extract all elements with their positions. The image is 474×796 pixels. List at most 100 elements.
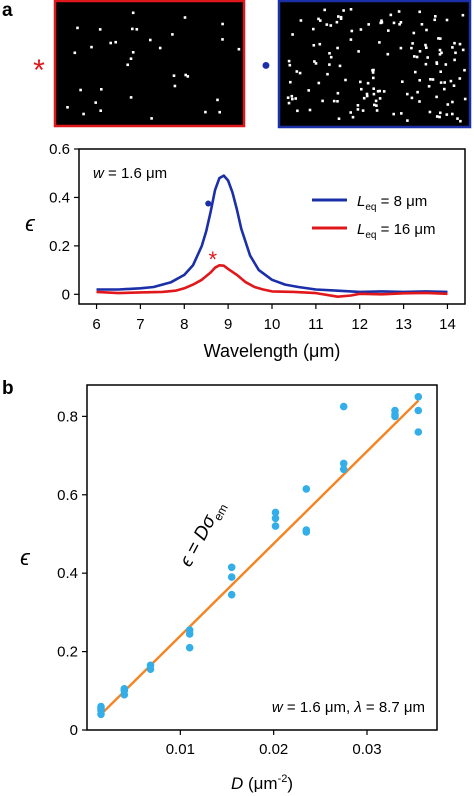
- scatter-y-tick-label: 0: [70, 722, 78, 739]
- sparse-dot: [204, 110, 207, 114]
- legend-leq16-main: L: [357, 221, 365, 238]
- dense-dot: [359, 80, 362, 84]
- dense-dot: [339, 15, 343, 19]
- dense-dot: [357, 50, 360, 53]
- dense-dot: [431, 78, 435, 81]
- dense-dot: [319, 19, 322, 22]
- dense-dot: [294, 97, 297, 100]
- sparse-dot: [129, 57, 133, 60]
- dense-dot: [317, 81, 321, 85]
- sparse-dot: [131, 11, 135, 15]
- dense-dot: [299, 19, 303, 22]
- scatter-point: [146, 661, 155, 670]
- dense-dot: [291, 97, 294, 101]
- sparse-dot: [66, 106, 69, 109]
- scatter-y-tick-label: 0.8: [57, 408, 78, 425]
- dense-dot: [414, 70, 417, 74]
- scatter-y-tick-label: 0.2: [57, 644, 78, 661]
- dense-dot: [312, 27, 315, 31]
- dense-dot: [288, 63, 292, 67]
- dense-dot: [350, 29, 354, 33]
- dense-dot: [372, 87, 375, 90]
- dense-dot: [461, 48, 465, 52]
- dense-dot: [321, 99, 324, 103]
- scatter-x-tick-label: 0.02: [259, 741, 288, 758]
- dense-dot: [389, 13, 393, 17]
- sparse-dot: [237, 47, 241, 51]
- sparse-dot: [149, 38, 152, 42]
- scatter-point: [339, 459, 348, 468]
- dense-dot: [362, 96, 366, 100]
- dense-dot: [380, 21, 384, 24]
- dense-dot: [351, 115, 355, 119]
- sparse-dot: [172, 74, 176, 77]
- dense-dot: [356, 104, 360, 107]
- legend-label-leq8: Leq = 8 μm: [357, 193, 427, 213]
- sparse-dot: [109, 41, 112, 45]
- spectrum-y-tick-label: 0: [62, 286, 70, 303]
- dense-dot: [317, 17, 320, 21]
- scatter-point: [271, 522, 280, 530]
- dense-dot: [444, 63, 448, 66]
- dense-dot: [416, 90, 419, 94]
- sparse-dot: [126, 63, 129, 67]
- dense-dot: [328, 63, 331, 66]
- scatter-x-tick-label: 0.01: [166, 741, 195, 758]
- scatter-y-tick-label: 0.4: [57, 565, 78, 582]
- dense-dot: [425, 46, 428, 49]
- dense-dot: [454, 51, 457, 55]
- dense-dot: [323, 8, 326, 12]
- legend-leq8-rest: = 8 μm: [376, 193, 427, 210]
- dense-dot: [399, 21, 403, 24]
- dense-dot: [359, 28, 363, 31]
- sparse-dot: [183, 16, 187, 19]
- dense-dot: [439, 81, 443, 84]
- dense-dot: [338, 64, 342, 68]
- dense-dot: [400, 112, 403, 115]
- dense-dot: [415, 55, 419, 59]
- sparse-dot: [82, 112, 85, 116]
- dense-dot: [289, 80, 292, 84]
- sparse-dot: [135, 28, 139, 31]
- scatter-point: [227, 573, 236, 581]
- scatter-x-label-var: D: [231, 774, 243, 793]
- fit-equation-sub: em: [211, 502, 231, 523]
- dense-dot: [349, 8, 353, 11]
- dense-dot: [336, 100, 339, 103]
- dense-dot: [342, 9, 345, 12]
- scatter-point: [339, 402, 348, 411]
- dense-dot: [397, 10, 401, 13]
- scatter-point: [302, 526, 311, 534]
- dense-dot: [349, 111, 352, 114]
- scatter-y-label: ϵ: [20, 545, 31, 570]
- dense-dot: [424, 43, 427, 47]
- sparse-dot: [90, 45, 93, 49]
- sparse-dot: [131, 51, 135, 54]
- sparse-dot: [186, 75, 190, 78]
- dense-dot: [295, 70, 299, 73]
- dense-dot: [439, 70, 442, 73]
- scatter-y-tick-label: 0.6: [57, 487, 78, 504]
- dense-dot: [376, 90, 380, 93]
- dense-dot: [428, 110, 432, 114]
- sparse-dot: [171, 33, 174, 36]
- dense-dot: [401, 80, 404, 83]
- dense-image-marker: ●: [261, 57, 271, 74]
- spectrum-x-tick-label: 6: [92, 316, 100, 333]
- spectrum-x-tick-label: 7: [136, 316, 144, 333]
- legend-leq8-main: L: [357, 193, 365, 210]
- sparse-dot: [129, 96, 133, 99]
- dense-dot: [458, 42, 462, 46]
- scatter-annotation-w-val: = 1.6 μm,: [283, 699, 355, 716]
- dense-dot: [372, 76, 375, 80]
- sparse-dot: [100, 88, 103, 91]
- dense-dot: [426, 56, 429, 59]
- spectrum-x-tick-label: 12: [351, 316, 368, 333]
- scatter-point: [227, 590, 236, 599]
- dense-dot: [412, 31, 416, 35]
- scatter-x-label-unit: (μm: [243, 774, 277, 793]
- dense-dot: [335, 20, 339, 24]
- fit-equation-label: ϵ = Dσem: [176, 497, 231, 572]
- spectrum-x-tick-label: 13: [395, 316, 412, 333]
